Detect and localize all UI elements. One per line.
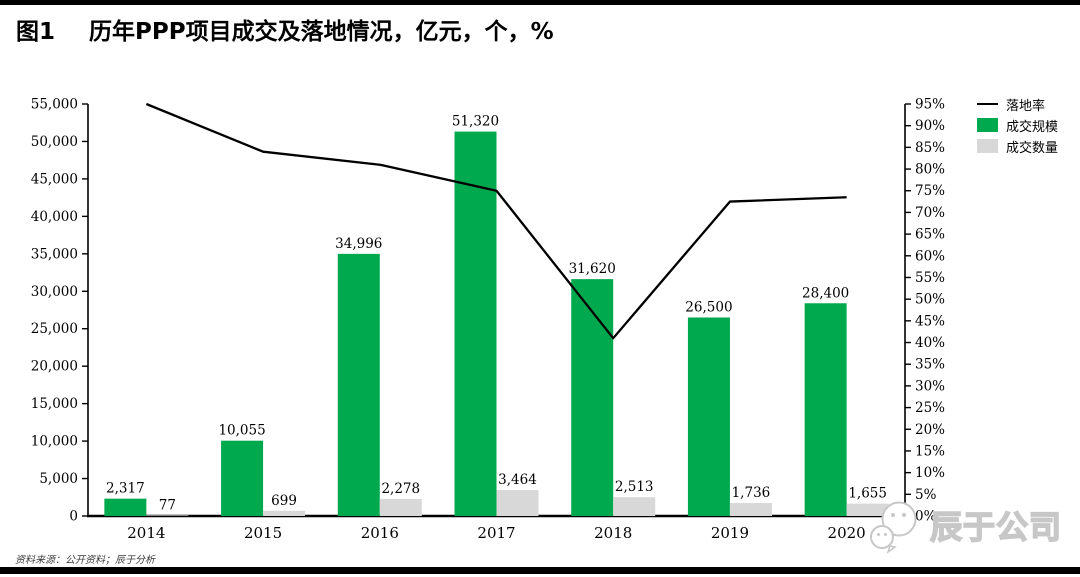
y-axis-right-tick-label: 0% <box>915 509 937 525</box>
deal-count-bar-2020 <box>846 503 889 516</box>
y-axis-right-tick-label: 25% <box>915 400 945 416</box>
legend-item-0: 落地率 <box>977 97 1058 114</box>
bar-value-label: 2,317 <box>106 481 145 497</box>
y-axis-right-tick-label: 15% <box>915 443 945 459</box>
bar-value-label: 1,655 <box>848 486 887 502</box>
x-axis-year-label: 2017 <box>477 524 515 542</box>
bar-value-label: 28,400 <box>802 285 849 301</box>
bar-value-label: 2,513 <box>615 479 654 495</box>
bar-value-label: 1,736 <box>732 485 771 501</box>
y-axis-right-tick-label: 35% <box>915 357 945 373</box>
y-axis-left-tick-label: 25,000 <box>31 321 78 337</box>
deal-scale-bar-2014 <box>104 498 147 516</box>
y-axis-left-tick-label: 55,000 <box>31 97 78 113</box>
wechat-watermark: 辰于公司 <box>866 494 1062 556</box>
bar-value-label: 699 <box>271 493 297 509</box>
x-axis-year-label: 2019 <box>711 524 749 542</box>
y-axis-left-tick-label: 40,000 <box>31 209 78 225</box>
bar-value-label: 10,055 <box>218 423 265 439</box>
bottom-border-bar <box>0 567 1080 574</box>
x-axis-year-label: 2014 <box>127 524 165 542</box>
legend-item-2: 成交数量 <box>977 139 1059 156</box>
deal-scale-bar-2018 <box>571 279 614 516</box>
page-title: 历年PPP项目成交及落地情况，亿元，个，% <box>89 19 554 45</box>
x-axis-year-label: 2015 <box>244 524 282 542</box>
bar-value-label: 77 <box>159 497 176 513</box>
chart-legend: 落地率成交规模成交数量 <box>977 97 1059 156</box>
bar-value-label: 3,464 <box>498 472 537 488</box>
x-axis-year-label: 2016 <box>361 524 399 542</box>
y-axis-left-tick-label: 0 <box>69 509 78 525</box>
y-axis-right-tick-label: 30% <box>915 378 945 394</box>
y-axis-right-tick-label: 75% <box>915 183 945 199</box>
deal-count-bar-2019 <box>729 502 772 516</box>
y-axis-right-tick-label: 65% <box>915 227 945 243</box>
deal-scale-bar-2015 <box>221 440 264 516</box>
deal-scale-bar-2017 <box>454 131 497 517</box>
legend-line-swatch <box>977 103 998 105</box>
deal-count-bar-2018 <box>613 497 656 516</box>
y-axis-right-tick-label: 60% <box>915 248 945 264</box>
legend-item-1: 成交规模 <box>977 118 1059 135</box>
y-axis-right-tick-label: 95% <box>915 97 945 113</box>
y-axis-right-tick-label: 80% <box>915 162 945 178</box>
deal-scale-bar-2020 <box>804 303 847 516</box>
deal-scale-bar-2019 <box>687 317 730 516</box>
legend-box-swatch <box>977 118 998 132</box>
deal-count-bar-2016 <box>379 498 422 516</box>
deal-scale-bar-2016 <box>337 253 380 516</box>
top-border-bar <box>0 0 1080 5</box>
y-axis-right-tick-label: 45% <box>915 313 945 329</box>
bar-value-label: 26,500 <box>685 299 732 315</box>
y-axis-right-tick-label: 20% <box>915 422 945 438</box>
legend-label: 成交规模 <box>1006 119 1059 135</box>
source-note: 资料来源：公开资料；辰于分析 <box>15 555 155 566</box>
figure-label: 图1 <box>16 19 56 45</box>
y-axis-left-tick-label: 5,000 <box>39 471 78 487</box>
x-axis-year-label: 2018 <box>594 524 632 542</box>
legend-label: 成交数量 <box>1006 140 1059 156</box>
x-axis-year-label: 2020 <box>828 524 866 542</box>
legend-box-swatch <box>977 139 998 153</box>
y-axis-right-tick-label: 85% <box>915 140 945 156</box>
y-axis-right-tick-label: 40% <box>915 335 945 351</box>
legend-label: 落地率 <box>1006 98 1046 114</box>
y-axis-left-tick-label: 50,000 <box>31 134 78 150</box>
bar-value-label: 2,278 <box>381 481 420 497</box>
y-axis-left-tick-label: 10,000 <box>31 434 78 450</box>
y-axis-right-tick-label: 55% <box>915 270 945 286</box>
y-axis-left-tick-label: 20,000 <box>31 359 78 375</box>
y-axis-left-tick-label: 45,000 <box>31 171 78 187</box>
y-axis-left-tick-label: 15,000 <box>31 396 78 412</box>
bar-value-label: 51,320 <box>452 114 499 130</box>
y-axis-right-tick-label: 70% <box>915 205 945 221</box>
deal-count-bar-2014 <box>146 515 189 516</box>
chart-header: 图1 历年PPP项目成交及落地情况，亿元，个，% <box>16 12 554 46</box>
y-axis-right-tick-label: 90% <box>915 118 945 134</box>
y-axis-left-tick-label: 30,000 <box>31 284 78 300</box>
landing-rate-line <box>145 102 847 340</box>
y-axis-right-tick-label: 5% <box>915 487 937 503</box>
deal-count-bar-2017 <box>496 490 539 516</box>
y-axis-right-tick-label: 50% <box>915 292 945 308</box>
wechat-logo-icon <box>870 501 917 554</box>
watermark-text: 辰于公司 <box>929 507 1063 547</box>
bar-value-label: 31,620 <box>569 261 616 277</box>
deal-count-bar-2015 <box>263 510 306 516</box>
bar-value-label: 34,996 <box>335 236 382 252</box>
y-axis-left-tick-label: 35,000 <box>31 246 78 262</box>
y-axis-right-tick-label: 10% <box>915 465 945 481</box>
